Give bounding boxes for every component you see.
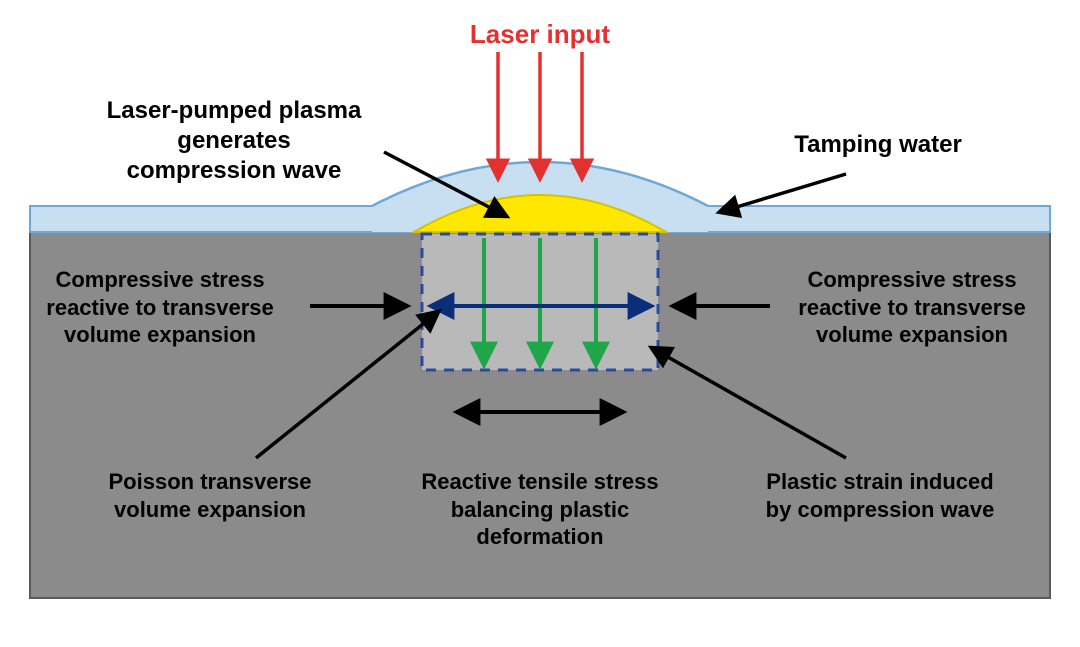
laser-arrows	[498, 52, 582, 178]
compress-left-label: Compressive stress reactive to transvers…	[46, 266, 273, 349]
plasma-label: Laser-pumped plasma generates compressio…	[107, 96, 362, 186]
plastic-label: Plastic strain induced by compression wa…	[766, 468, 995, 523]
tamping-label: Tamping water	[794, 130, 962, 160]
reactive-label: Reactive tensile stress balancing plasti…	[421, 468, 658, 551]
poisson-label: Poisson transverse volume expansion	[109, 468, 312, 523]
laser-input-label: Laser input	[470, 18, 610, 51]
compress-right-label: Compressive stress reactive to transvers…	[798, 266, 1025, 349]
